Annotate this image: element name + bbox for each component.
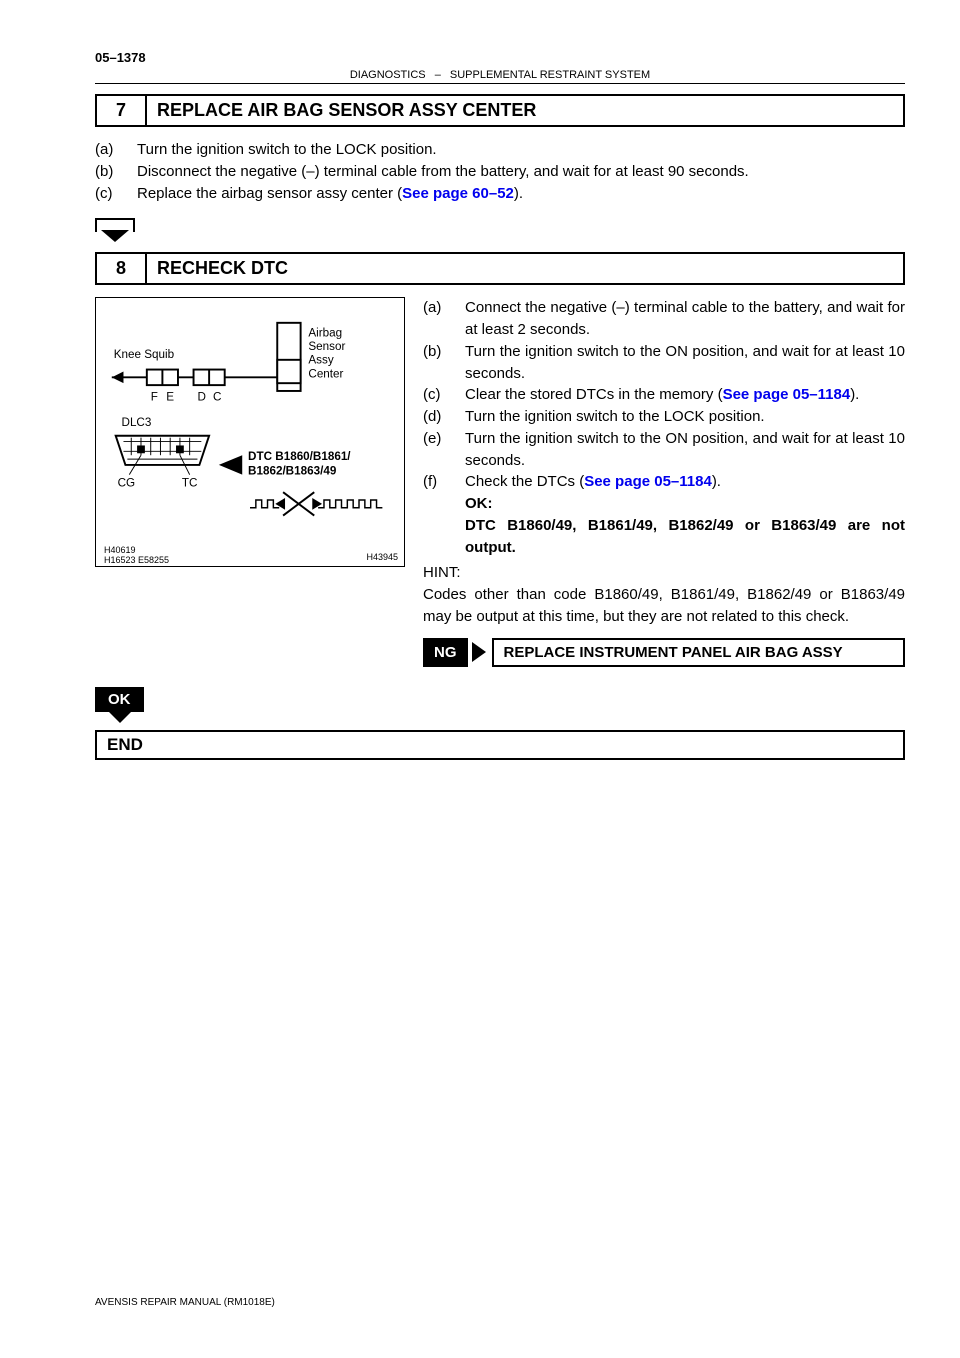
section-sep: – <box>435 69 441 81</box>
figure-svg: Knee Squib F E D C Airbag Sensor Assy <box>104 306 396 546</box>
step7-item-a: (a) Turn the ignition switch to the LOCK… <box>95 139 905 161</box>
step7-letter-b: (b) <box>95 161 137 183</box>
step8-letter-e: (e) <box>423 428 465 472</box>
diagnostic-figure: Knee Squib F E D C Airbag Sensor Assy <box>95 297 405 567</box>
hint-label: HINT: <box>423 562 905 584</box>
step8-item-b: (b) Turn the ignition switch to the ON p… <box>423 341 905 385</box>
ng-row: NG REPLACE INSTRUMENT PANEL AIR BAG ASSY <box>423 638 905 668</box>
ok-pill-label: OK <box>108 691 131 708</box>
step7-text-a: Turn the ignition switch to the LOCK pos… <box>137 139 905 161</box>
fig-label-airbag-2: Sensor <box>308 340 345 353</box>
step-8-title: RECHECK DTC <box>147 254 903 283</box>
step8-item-f: (f) Check the DTCs (See page 05–1184). O… <box>423 471 905 558</box>
step7-letter-c: (c) <box>95 183 137 205</box>
step8-text-b: Turn the ignition switch to the ON posit… <box>465 341 905 385</box>
step8-letter-a: (a) <box>423 297 465 341</box>
ng-arrow-icon <box>472 642 486 662</box>
step8-c-link[interactable]: See page 05–1184 <box>723 386 851 403</box>
step7-item-b: (b) Disconnect the negative (–) terminal… <box>95 161 905 183</box>
figure-id-right: H43945 <box>366 552 398 562</box>
step8-text-c: Clear the stored DTCs in the memory (See… <box>465 384 905 406</box>
step8-f-pre: Check the DTCs ( <box>465 473 584 490</box>
fig-label-cg: CG <box>118 477 136 490</box>
step8-text-d: Turn the ignition switch to the LOCK pos… <box>465 406 905 428</box>
fig-id1: H40619 <box>104 545 136 555</box>
ok-pill: OK <box>95 687 144 712</box>
hint-text: Codes other than code B1860/49, B1861/49… <box>423 584 905 628</box>
step7-item-c: (c) Replace the airbag sensor assy cente… <box>95 183 905 205</box>
step8-letter-d: (d) <box>423 406 465 428</box>
step7-c-link[interactable]: See page 60–52 <box>402 185 514 202</box>
step8-text-e: Turn the ignition switch to the ON posit… <box>465 428 905 472</box>
fig-label-knee: Knee Squib <box>114 348 174 361</box>
step8-item-d: (d) Turn the ignition switch to the LOCK… <box>423 406 905 428</box>
step7-c-post: ). <box>514 185 523 202</box>
fig-id2: H16523 E58255 <box>104 555 169 565</box>
fig-pin-c: C <box>213 391 221 404</box>
fig-pin-e: E <box>166 391 174 404</box>
step-7-procedure: (a) Turn the ignition switch to the LOCK… <box>95 139 905 204</box>
step-7-box: 7 REPLACE AIR BAG SENSOR ASSY CENTER <box>95 94 905 127</box>
step8-c-pre: Clear the stored DTCs in the memory ( <box>465 386 723 403</box>
step8-letter-f: (f) <box>423 471 465 558</box>
step8-c-post: ). <box>850 386 859 403</box>
section-header: DIAGNOSTICS – SUPPLEMENTAL RESTRAINT SYS… <box>95 69 905 84</box>
step-7-title: REPLACE AIR BAG SENSOR ASSY CENTER <box>147 96 903 125</box>
fig-pin-f: F <box>151 391 158 404</box>
ok-label: OK: <box>465 495 493 512</box>
flow-arrow-down-1 <box>95 218 135 242</box>
step-8-procedure: (a) Connect the negative (–) terminal ca… <box>423 297 905 667</box>
ng-badge: NG <box>423 638 468 668</box>
page-number: 05–1378 <box>95 50 905 65</box>
fig-label-tc: TC <box>182 477 198 490</box>
section-left: DIAGNOSTICS <box>350 69 426 81</box>
step8-f-post: ). <box>712 473 721 490</box>
step-8-number: 8 <box>97 254 147 283</box>
ng-action-box: REPLACE INSTRUMENT PANEL AIR BAG ASSY <box>492 638 906 668</box>
end-box: END <box>95 730 905 760</box>
step-7-number: 7 <box>97 96 147 125</box>
step8-text-a: Connect the negative (–) terminal cable … <box>465 297 905 341</box>
fig-label-dlc3: DLC3 <box>122 416 152 429</box>
step8-item-e: (e) Turn the ignition switch to the ON p… <box>423 428 905 472</box>
step7-text-b: Disconnect the negative (–) terminal cab… <box>137 161 905 183</box>
step-8-box: 8 RECHECK DTC <box>95 252 905 285</box>
step8-letter-b: (b) <box>423 341 465 385</box>
step7-letter-a: (a) <box>95 139 137 161</box>
fig-label-airbag-1: Airbag <box>308 327 342 340</box>
step7-c-pre: Replace the airbag sensor assy center ( <box>137 185 402 202</box>
footer-text: AVENSIS REPAIR MANUAL (RM1018E) <box>95 1297 275 1308</box>
step7-text-c: Replace the airbag sensor assy center (S… <box>137 183 905 205</box>
figure-id-left: H40619 H16523 E58255 <box>104 546 396 566</box>
step8-item-c: (c) Clear the stored DTCs in the memory … <box>423 384 905 406</box>
step8-letter-c: (c) <box>423 384 465 406</box>
fig-label-airbag-3: Assy <box>308 354 333 367</box>
step8-text-f: Check the DTCs (See page 05–1184). OK: D… <box>465 471 905 558</box>
step8-item-a: (a) Connect the negative (–) terminal ca… <box>423 297 905 341</box>
fig-dtc-line1: DTC B1860/B1861/ <box>248 450 351 463</box>
fig-label-airbag-4: Center <box>308 368 343 381</box>
ok-text: DTC B1860/49, B1861/49, B1862/49 or B186… <box>465 517 905 556</box>
fig-dtc-line2: B1862/B1863/49 <box>248 465 337 478</box>
section-right: SUPPLEMENTAL RESTRAINT SYSTEM <box>450 69 650 81</box>
step8-f-link[interactable]: See page 05–1184 <box>584 473 712 490</box>
fig-pin-d: D <box>197 391 205 404</box>
